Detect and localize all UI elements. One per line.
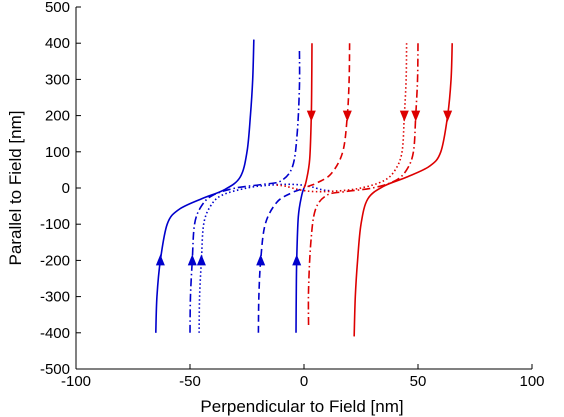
series-arrow-3 [196, 254, 206, 266]
y-tick-label: 200 [45, 108, 70, 125]
x-tick-label: 0 [300, 373, 308, 390]
series-line-1 [155, 39, 255, 333]
y-tick-label: 400 [45, 35, 70, 52]
series-arrow-10 [443, 110, 453, 122]
series-line-10 [353, 43, 453, 337]
series-arrow-1 [155, 254, 165, 266]
series-line-3 [198, 183, 332, 333]
series-line-7 [303, 43, 351, 189]
x-tick-label: 100 [519, 373, 544, 390]
y-tick-label: -500 [40, 361, 70, 378]
y-tick-label: -400 [40, 325, 70, 342]
x-axis-label: Perpendicular to Field [nm] [200, 397, 403, 416]
y-tick-label: -300 [40, 289, 70, 306]
series-line-5 [295, 187, 305, 333]
y-tick-label: 100 [45, 144, 70, 161]
series-arrow-2 [187, 254, 197, 266]
y-tick-label: -200 [40, 252, 70, 269]
y-tick-label: 0 [62, 180, 70, 197]
series-line-2 [189, 50, 301, 333]
y-axis-label: Parallel to Field [nm] [6, 111, 25, 266]
trace-group [155, 39, 453, 337]
y-tick-label: 500 [45, 0, 70, 16]
series-line-8 [276, 43, 408, 193]
series-line-4 [257, 187, 305, 333]
series-arrow-5 [292, 254, 302, 266]
y-tick-label: -100 [40, 216, 70, 233]
series-arrow-8 [399, 110, 409, 122]
series-line-9 [307, 43, 419, 326]
series-line-6 [303, 43, 313, 189]
x-tick-label: 50 [410, 373, 427, 390]
axes-group: -100 -50 0 50 1005004003002001000-100-200-30… [40, 0, 545, 390]
series-arrow-4 [256, 254, 266, 266]
y-tick-label: 300 [45, 71, 70, 88]
series-arrow-9 [411, 110, 421, 122]
series-arrow-6 [306, 110, 316, 122]
series-arrow-7 [342, 110, 352, 122]
x-tick-label: -50 [179, 373, 201, 390]
x-tick-label: -100 [61, 373, 91, 390]
